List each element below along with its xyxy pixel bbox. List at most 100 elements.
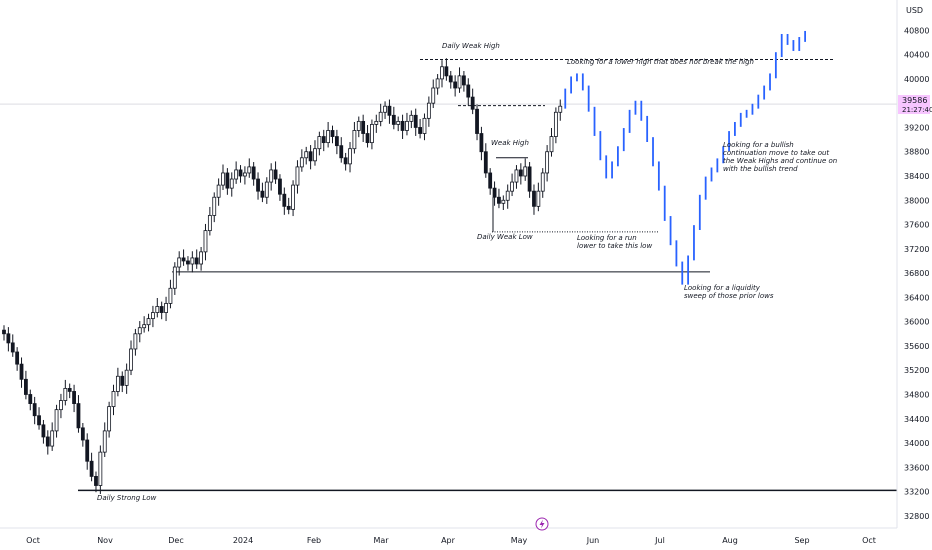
candle-body [76,403,81,429]
candle-body [194,257,199,265]
candle [111,384,116,416]
candle [72,384,76,413]
candle-body [321,136,326,144]
candle-body [269,169,274,183]
candle-body [426,102,431,119]
tradingview-logo-icon[interactable] [535,517,549,531]
candle [247,158,252,178]
time-tick-label: 2024 [233,536,253,545]
candle-body [72,391,76,404]
candle [102,422,107,457]
candles-layer [2,58,563,495]
candle [321,129,326,152]
candle [164,296,168,322]
candle [545,145,550,182]
candle [532,184,536,215]
candle [387,99,392,124]
price-tick-label: 38000 [904,196,929,205]
candle [216,178,221,206]
candle-body [339,145,344,159]
candle [2,325,6,341]
candle [67,383,72,399]
annotation-text: with the bullish trend [723,165,798,173]
candle [133,328,138,356]
candle [229,172,234,197]
candle [400,114,405,139]
candle-body [186,260,190,265]
candle-body [448,75,453,83]
candle-body [216,184,221,198]
candle-body [98,451,103,486]
candle [497,188,501,209]
candle [348,142,352,173]
countdown-timer: 21:27:40 [902,106,932,114]
candle-body [378,111,383,122]
candle-body [326,130,331,144]
candle-body [523,166,528,177]
candle-body [115,375,120,392]
candle-body [483,151,488,174]
candle [278,174,282,201]
candle [383,101,387,119]
candle-body [190,257,195,265]
time-axis[interactable]: Oct Nov Dec 2024 Feb Mar Apr May Jun Jul Aug Sep Oct [26,536,876,545]
candle [98,445,103,495]
candle-body [63,388,68,401]
candle-body [435,78,440,89]
price-tick-label: 33200 [904,488,929,497]
candle-body [540,172,545,192]
candle [343,152,348,171]
candle [313,140,317,166]
candle-body [37,415,41,426]
candle-body [238,169,243,177]
candle [59,393,63,419]
time-tick-label: Mar [373,536,389,545]
candle [194,249,199,269]
candle [317,131,322,156]
candle-body [418,127,423,134]
candle [142,316,147,333]
candle [115,367,120,397]
candle-body [558,105,563,113]
candle [475,104,479,141]
candle [426,96,431,127]
candle-body [164,303,168,313]
candle-body [146,318,151,326]
candle-body [15,351,20,365]
candle-body [317,136,322,150]
candle-body [234,169,239,180]
candle [190,251,195,273]
candle-body [6,333,11,344]
candle-body [299,157,304,168]
candle-body [313,148,317,162]
candle [207,206,212,236]
annotation-text: sweep of those prior lows [684,292,774,300]
price-tick-label: 35200 [904,366,929,375]
candle-body [2,329,6,335]
candle [54,404,59,438]
candle-body [549,136,554,153]
candle-body [212,196,217,216]
candle-body [207,215,212,232]
last-price-badge: 39586 21:27:40 [898,95,932,115]
candle [295,160,300,194]
candle-body [59,400,63,411]
candle-body [365,133,370,144]
candle [212,192,217,223]
candle-body [532,190,536,207]
candle [251,162,256,186]
candle [282,187,287,215]
candle-body [545,151,550,174]
candle [260,182,265,203]
candle [37,407,41,430]
candle-body [181,257,186,262]
candle-body [50,430,55,447]
candle [80,423,85,447]
price-tick-label: 35600 [904,342,929,351]
candle-body [396,120,401,125]
candle [549,128,554,157]
candle [234,161,239,184]
candle [457,67,462,93]
candle [181,249,186,266]
